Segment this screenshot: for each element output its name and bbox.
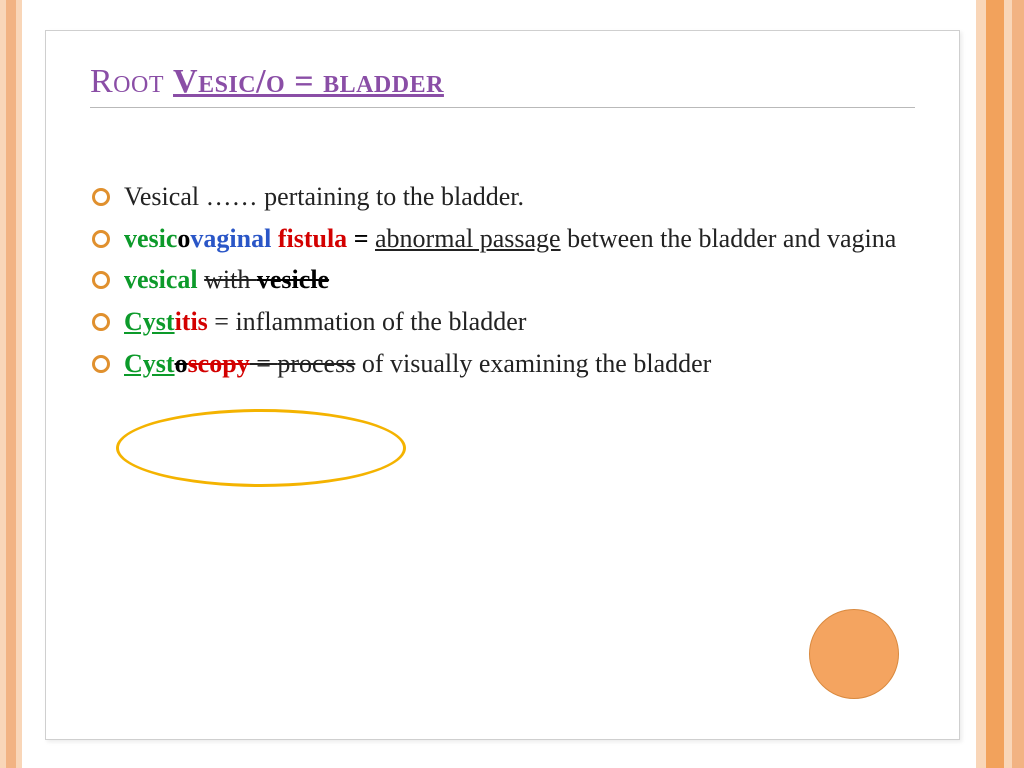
left-stripe xyxy=(0,0,22,768)
text-segment: Vesical …… pertaining to the bladder. xyxy=(124,182,524,211)
text-segment: of visually examining the bladder xyxy=(355,349,711,378)
text-segment: itis xyxy=(175,307,208,336)
text-segment: vesical xyxy=(124,265,204,294)
text-segment: between the bladder and vagina xyxy=(561,224,897,253)
text-segment: abnormal passage xyxy=(375,224,561,253)
text-segment: scopy xyxy=(188,349,250,378)
text-segment: Cyst xyxy=(124,349,175,378)
stripe-band xyxy=(6,0,16,768)
text-segment: vaginal xyxy=(190,224,277,253)
slide-title: Root Vesic/o = bladder xyxy=(90,63,915,108)
slide-frame: Root Vesic/o = bladder Vesical …… pertai… xyxy=(45,30,960,740)
text-segment: fistula xyxy=(278,224,354,253)
list-item: Cystoscopy = process of visually examini… xyxy=(90,345,915,383)
annotation-ellipse xyxy=(116,409,406,487)
stripe-band xyxy=(976,0,986,768)
title-underline: Vesic/o = bladder xyxy=(173,63,444,100)
text-segment: vesic xyxy=(124,224,177,253)
list-item: Cystitis = inflammation of the bladder xyxy=(90,303,915,341)
stripe-band xyxy=(986,0,1004,768)
text-segment: vesicle xyxy=(257,265,329,294)
text-segment: Cyst xyxy=(124,307,175,336)
list-item: Vesical …… pertaining to the bladder. xyxy=(90,178,915,216)
right-stripe xyxy=(976,0,1024,768)
text-segment: with xyxy=(204,265,257,294)
title-plain: Root xyxy=(90,63,173,100)
stripe-band xyxy=(1012,0,1024,768)
list-item: vesical with vesicle xyxy=(90,261,915,299)
corner-circle-icon xyxy=(809,609,899,699)
text-segment: = xyxy=(354,224,375,253)
text-segment: = xyxy=(250,349,278,378)
text-segment: o xyxy=(175,349,188,378)
bullet-list: Vesical …… pertaining to the bladder. ves… xyxy=(90,178,915,382)
list-item: vesicovaginal fistula = abnormal passage… xyxy=(90,220,915,258)
text-segment: process xyxy=(277,349,355,378)
text-segment: = inflammation of the bladder xyxy=(208,307,527,336)
text-segment: o xyxy=(177,224,190,253)
stripe-band xyxy=(16,0,22,768)
stripe-band xyxy=(1004,0,1012,768)
